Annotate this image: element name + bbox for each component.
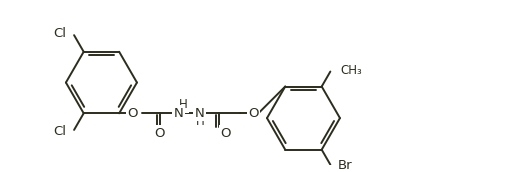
Text: H: H: [179, 98, 187, 111]
Text: H: H: [195, 115, 204, 128]
Text: N: N: [174, 107, 183, 120]
Text: Cl: Cl: [53, 125, 66, 138]
Text: Br: Br: [337, 159, 352, 172]
Text: N: N: [194, 107, 204, 120]
Text: Cl: Cl: [53, 27, 66, 40]
Text: O: O: [127, 107, 137, 120]
Text: CH₃: CH₃: [340, 64, 361, 77]
Text: O: O: [154, 127, 164, 140]
Text: O: O: [248, 107, 258, 120]
Text: O: O: [220, 127, 231, 140]
